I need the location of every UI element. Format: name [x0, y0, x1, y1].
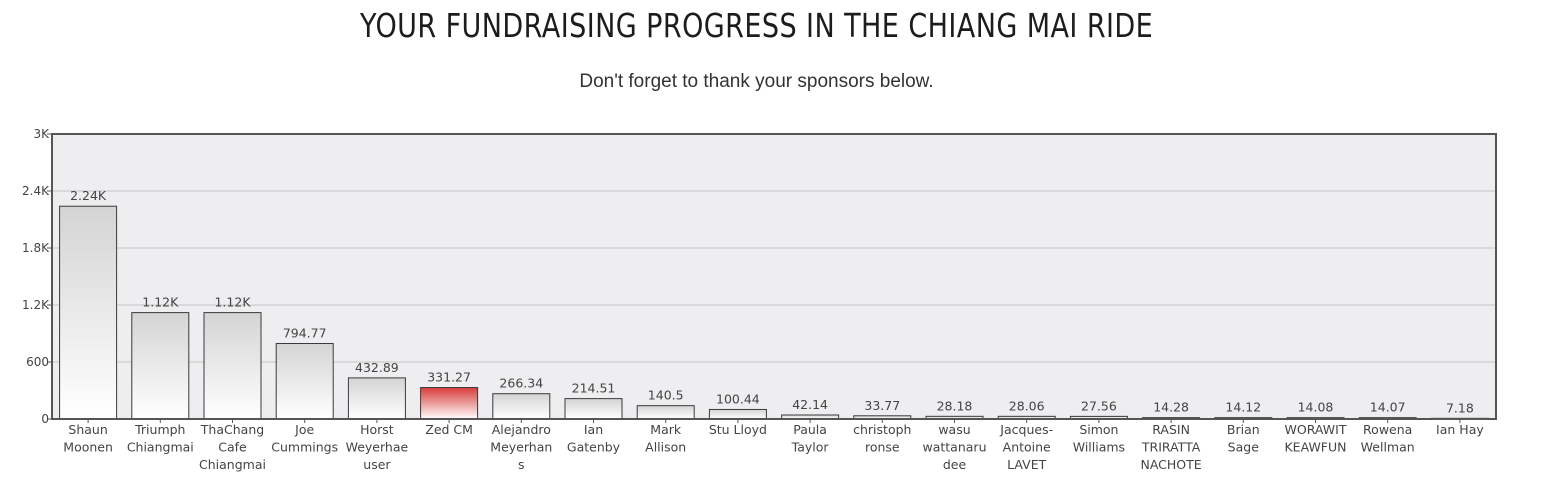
category-label: christoph ronse — [853, 422, 911, 455]
y-tick-label: 600 — [26, 355, 49, 369]
bar[interactable] — [275, 342, 334, 420]
category-label: Horst Weyerhae user — [346, 422, 409, 472]
data-label: 432.89 — [355, 360, 399, 375]
data-label: 33.77 — [864, 398, 900, 413]
category-label: Triumph Chiangmai — [127, 422, 194, 455]
category-label: Alejandro Meyerhan s — [490, 422, 552, 472]
category-label: Stu Lloyd — [709, 422, 767, 437]
data-label: 14.12 — [1225, 400, 1261, 415]
data-label: 14.28 — [1153, 400, 1189, 415]
data-label: 2.24K — [70, 188, 107, 203]
category-label: Ian Hay — [1436, 422, 1484, 437]
data-label: 794.77 — [283, 325, 327, 340]
data-label: 42.14 — [792, 397, 828, 412]
y-tick-label: 3K — [33, 127, 50, 141]
category-label: Rowena Wellman — [1361, 422, 1415, 455]
y-tick-label: 2.4K — [22, 184, 50, 198]
category-label: ThaChang Cafe Chiangmai — [199, 422, 266, 472]
category-label: Ian Gatenby — [567, 422, 621, 455]
category-label: WORAWIT KEAWFUN — [1284, 422, 1346, 455]
plot-frame — [51, 133, 1497, 420]
page-title: YOUR FUNDRAISING PROGRESS IN THE CHIANG … — [359, 6, 1154, 45]
bar-highlighted[interactable] — [420, 387, 479, 420]
bars: 2.24K 1.12K 1.12K 794.77 432.89 331.27 266.34 2… — [59, 188, 1489, 420]
bar[interactable] — [708, 408, 767, 420]
category-label: Zed CM — [425, 422, 473, 437]
plot-background — [52, 134, 1496, 419]
data-label: 140.5 — [648, 388, 684, 403]
data-label: 28.18 — [937, 398, 973, 413]
gridlines — [52, 190, 1496, 363]
data-label: 28.06 — [1009, 398, 1045, 413]
data-label: 14.08 — [1298, 400, 1334, 415]
y-tick-label: 1.2K — [22, 298, 50, 312]
fundraising-bar-chart: 0 600 1.2K 1.8K 2.4K 3K 2.24K 1.12K 1.12K 794.77… — [22, 127, 1497, 472]
page-subtitle: Don't forget to thank your sponsors belo… — [579, 71, 934, 92]
data-label: 14.07 — [1370, 400, 1406, 415]
bar[interactable] — [131, 312, 190, 420]
bar[interactable] — [59, 205, 118, 420]
y-axis: 0 600 1.2K 1.8K 2.4K 3K — [22, 127, 52, 426]
category-label: Simon Williams — [1073, 422, 1125, 455]
y-tick-label: 1.8K — [22, 241, 50, 255]
data-label: 27.56 — [1081, 398, 1117, 413]
data-label: 266.34 — [499, 376, 543, 391]
category-label: Jacques-Antoine LAVET — [999, 422, 1053, 472]
data-label: 100.44 — [716, 391, 760, 406]
data-label: 214.51 — [572, 381, 616, 396]
bar[interactable] — [347, 377, 406, 420]
category-label: Joe Cummings — [271, 422, 338, 455]
data-label: 331.27 — [427, 370, 471, 385]
y-tick-label: 0 — [41, 412, 49, 426]
category-label: Brian Sage — [1227, 422, 1260, 455]
category-label: Paula Taylor — [791, 422, 830, 455]
category-label: wasu wattanaru dee — [923, 422, 987, 472]
bar[interactable] — [203, 312, 262, 420]
category-label: Mark Allison — [645, 422, 686, 455]
data-label: 7.18 — [1446, 400, 1474, 415]
bar[interactable] — [636, 405, 695, 420]
category-label: Shaun Moonen — [63, 422, 113, 455]
bar[interactable] — [492, 393, 551, 420]
category-label: RASIN TRIRATTA NACHOTE — [1141, 422, 1202, 472]
data-label: 1.12K — [142, 295, 179, 310]
data-label: 1.12K — [214, 295, 251, 310]
bar[interactable] — [564, 398, 623, 420]
